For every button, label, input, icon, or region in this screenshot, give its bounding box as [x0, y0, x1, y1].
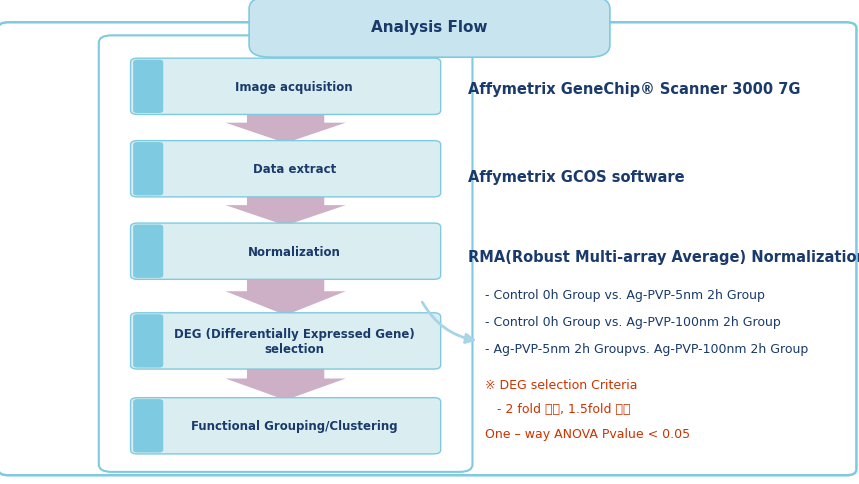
- FancyBboxPatch shape: [131, 224, 441, 280]
- FancyBboxPatch shape: [131, 59, 441, 115]
- Text: - 2 fold 이상, 1.5fold 이상: - 2 fold 이상, 1.5fold 이상: [485, 403, 631, 415]
- Text: One – way ANOVA Pvalue < 0.05: One – way ANOVA Pvalue < 0.05: [485, 427, 691, 439]
- Text: Affymetrix GCOS software: Affymetrix GCOS software: [468, 169, 685, 184]
- Text: Image acquisition: Image acquisition: [235, 81, 353, 93]
- FancyBboxPatch shape: [99, 36, 472, 472]
- FancyBboxPatch shape: [131, 313, 441, 369]
- FancyBboxPatch shape: [131, 398, 441, 454]
- Text: DEG (Differentially Expressed Gene)
selection: DEG (Differentially Expressed Gene) sele…: [174, 327, 415, 355]
- Polygon shape: [225, 195, 345, 226]
- Text: Analysis Flow: Analysis Flow: [371, 20, 488, 35]
- FancyBboxPatch shape: [133, 60, 163, 114]
- Text: - Control 0h Group vs. Ag-PVP-5nm 2h Group: - Control 0h Group vs. Ag-PVP-5nm 2h Gro…: [485, 289, 765, 302]
- FancyBboxPatch shape: [249, 0, 610, 58]
- FancyBboxPatch shape: [133, 225, 163, 278]
- FancyBboxPatch shape: [131, 141, 441, 197]
- Text: RMA(Robust Multi-array Average) Normalization: RMA(Robust Multi-array Average) Normaliz…: [468, 249, 859, 264]
- Text: Normalization: Normalization: [247, 245, 341, 258]
- Text: Functional Grouping/Clustering: Functional Grouping/Clustering: [191, 420, 398, 432]
- Polygon shape: [225, 367, 345, 400]
- Polygon shape: [225, 277, 345, 316]
- Text: Affymetrix GeneChip® Scanner 3000 7G: Affymetrix GeneChip® Scanner 3000 7G: [468, 82, 801, 97]
- FancyBboxPatch shape: [0, 23, 856, 475]
- Text: Data extract: Data extract: [253, 163, 336, 176]
- FancyBboxPatch shape: [133, 143, 163, 196]
- Text: - Control 0h Group vs. Ag-PVP-100nm 2h Group: - Control 0h Group vs. Ag-PVP-100nm 2h G…: [485, 316, 781, 328]
- FancyBboxPatch shape: [133, 315, 163, 368]
- Text: - Ag-PVP-5nm 2h Groupvs. Ag-PVP-100nm 2h Group: - Ag-PVP-5nm 2h Groupvs. Ag-PVP-100nm 2h…: [485, 342, 808, 355]
- Text: ※ DEG selection Criteria: ※ DEG selection Criteria: [485, 378, 638, 391]
- FancyBboxPatch shape: [133, 399, 163, 453]
- Polygon shape: [225, 113, 345, 144]
